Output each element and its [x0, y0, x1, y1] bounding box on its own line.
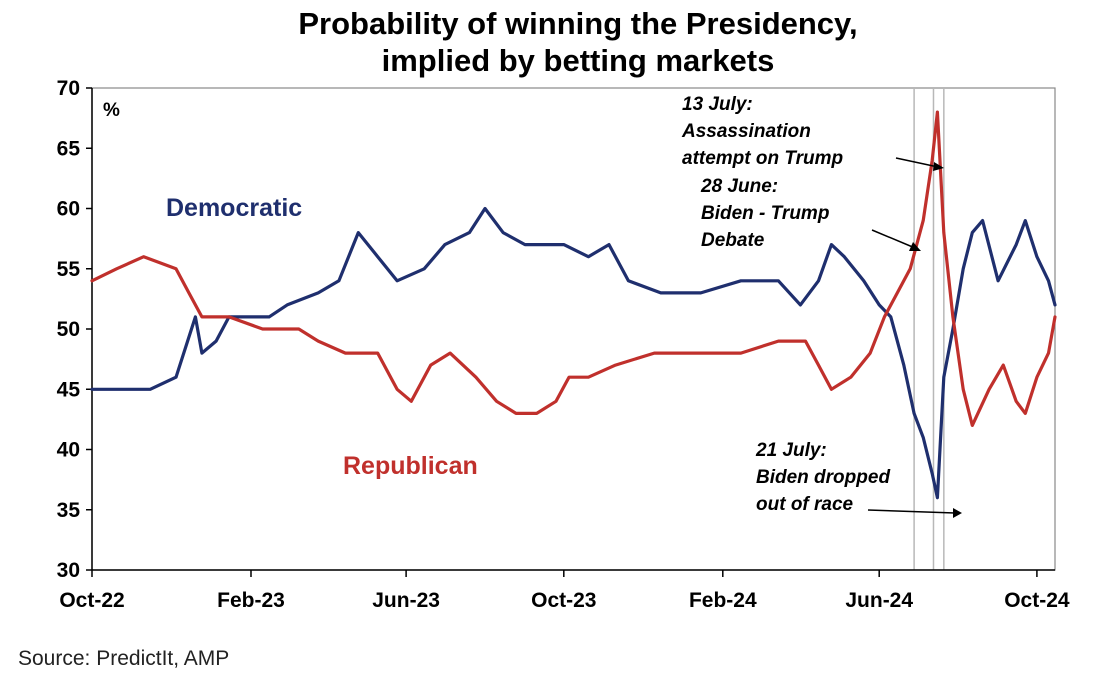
x-tick-label: Feb-23 — [217, 589, 285, 612]
chart-title-line-1: Probability of winning the Presidency, — [298, 6, 857, 41]
annotation-line: out of race — [756, 494, 854, 515]
annotation-line: Assassination — [681, 121, 811, 142]
annotation-line: Biden dropped — [756, 467, 890, 488]
y-tick-label: 65 — [57, 137, 81, 160]
y-tick-label: 40 — [57, 439, 80, 462]
series-label-democratic: Democratic — [166, 194, 302, 222]
y-tick-label: 30 — [57, 559, 80, 582]
annotation-line: Debate — [701, 230, 765, 251]
x-tick-label: Jun-23 — [372, 589, 440, 612]
x-tick-label: Oct-23 — [531, 589, 596, 612]
annotation-biden-dropped: 21 July: Biden dropped out of race — [755, 440, 962, 518]
annotation-arrowhead — [909, 242, 921, 251]
series-line-republican — [90, 110, 1057, 427]
y-tick-label: 45 — [57, 378, 81, 401]
chart-title-line-2: implied by betting markets — [382, 43, 775, 78]
x-tick-label: Oct-22 — [59, 589, 124, 612]
annotation-arrow — [895, 157, 939, 168]
x-axis: Oct-22 Feb-23 Jun-23 Oct-23 Feb-24 Jun-24 Oct-… — [59, 569, 1070, 612]
series-line-democratic — [90, 206, 1057, 500]
series-label-republican: Republican — [343, 452, 478, 480]
y-axis-unit-label: % — [103, 100, 120, 121]
y-tick-label: 50 — [57, 318, 80, 341]
x-tick-label: Feb-24 — [689, 589, 757, 612]
x-tick-label: Oct-24 — [1004, 589, 1070, 612]
annotation-line: 28 June: — [700, 176, 778, 197]
y-tick-label: 70 — [57, 77, 80, 100]
y-axis: 30 35 40 45 50 55 60 65 70 — [57, 77, 93, 582]
annotation-arrowhead — [933, 162, 944, 171]
series-lines — [90, 110, 1057, 500]
chart-title: Probability of winning the Presidency, i… — [298, 6, 857, 78]
y-tick-label: 55 — [57, 258, 81, 281]
annotation-arrowhead — [953, 508, 962, 518]
annotation-arrow — [871, 229, 916, 249]
plot-area-frame — [91, 87, 1056, 571]
y-tick-label: 60 — [57, 198, 80, 221]
x-tick-label: Jun-24 — [845, 589, 913, 612]
annotation-line: 21 July: — [755, 440, 827, 461]
annotation-line: Biden - Trump — [701, 203, 829, 224]
annotation-line: attempt on Trump — [682, 148, 843, 169]
annotation-assassination: 13 July: Assassination attempt on Trump — [681, 94, 944, 171]
annotation-line: 13 July: — [682, 94, 753, 115]
annotation-debate: 28 June: Biden - Trump Debate — [700, 176, 921, 251]
source-note: Source: PredictIt, AMP — [18, 647, 230, 670]
y-tick-label: 35 — [57, 499, 81, 522]
annotation-arrow — [867, 509, 956, 514]
